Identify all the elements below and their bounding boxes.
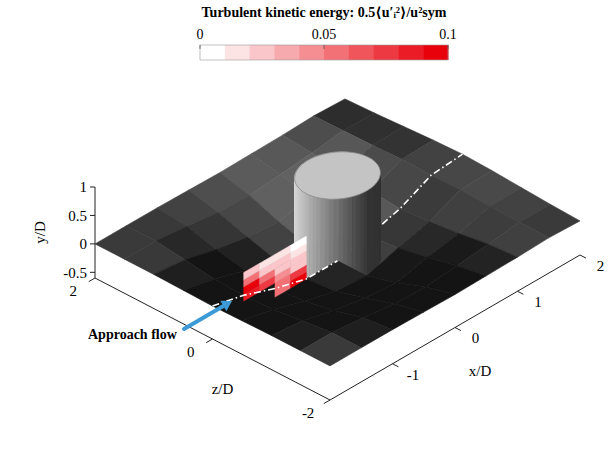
cylinder-side xyxy=(356,194,360,281)
cylinder-side xyxy=(309,195,313,282)
x-tick-label: 0 xyxy=(472,330,480,346)
y-tick xyxy=(90,215,95,216)
cylinder-side xyxy=(373,184,375,272)
y-axis-title: y/D xyxy=(32,221,48,244)
y-tick xyxy=(90,187,95,188)
y-axis-line xyxy=(95,187,96,278)
z-tick-label: 2 xyxy=(69,283,77,299)
z-tick xyxy=(206,339,212,343)
colorbar-cell xyxy=(374,45,399,60)
y-tick-label: -0.5 xyxy=(63,265,87,281)
tke-cell xyxy=(275,245,291,261)
colorbar-cell xyxy=(200,45,225,60)
tke-cell xyxy=(291,236,307,252)
x-axis-line xyxy=(330,255,580,400)
z-tick xyxy=(89,278,95,282)
y-tick xyxy=(90,243,95,244)
cylinder-side xyxy=(306,194,309,281)
colorbar-cell xyxy=(225,45,250,60)
annotation-arrow-head xyxy=(220,301,232,311)
annotation: Approach flow xyxy=(88,301,232,342)
z-tick xyxy=(324,400,330,404)
chart-root: Turbulent kinetic energy: 0.5⟨u′ᵢ²⟩/u²sy… xyxy=(0,0,611,460)
z-tick-label: 0 xyxy=(187,344,195,360)
z-axis-title: z/D xyxy=(212,381,234,397)
chart-title: Turbulent kinetic energy: 0.5⟨u′ᵢ²⟩/u²sy… xyxy=(202,5,447,20)
chart-svg: Turbulent kinetic energy: 0.5⟨u′ᵢ²⟩/u²sy… xyxy=(0,0,611,460)
x-tick xyxy=(455,328,461,331)
annotation-arrow-shaft xyxy=(184,306,223,329)
cylinder-side xyxy=(363,191,366,278)
colorbar: 0 0.05 0.1 xyxy=(197,27,457,60)
x-tick-label: -1 xyxy=(407,367,420,383)
tke-plane xyxy=(244,236,307,301)
y-tick-label: 0.5 xyxy=(68,208,87,224)
plot-area xyxy=(95,99,580,366)
bed-surface-cell xyxy=(301,333,362,366)
x-tick xyxy=(518,291,524,294)
annotation-text: Approach flow xyxy=(88,327,178,342)
colorbar-tick xyxy=(324,45,325,49)
colorbar-cell xyxy=(324,45,349,60)
colorbar-cell xyxy=(250,45,275,60)
bed-profile-front xyxy=(213,261,338,306)
x-axis-title: x/D xyxy=(469,363,492,379)
y-tick-label: 0 xyxy=(80,236,88,252)
colorbar-tick xyxy=(200,45,201,49)
colorbar-cell xyxy=(349,45,374,60)
tke-cell xyxy=(244,263,260,279)
y-tick xyxy=(90,272,95,273)
colorbar-cell xyxy=(398,45,423,60)
axes: -1 0 1 2 -2 0 2 -0.5 0 0.5 1 x/D z/D y/D xyxy=(32,179,604,421)
colorbar-frame xyxy=(200,45,448,60)
x-tick-label: 2 xyxy=(597,258,605,274)
colorbar-cell xyxy=(299,45,324,60)
x-tick xyxy=(393,364,399,367)
tke-cell xyxy=(259,254,275,270)
colorbar-tick-label: 0 xyxy=(197,27,204,42)
x-tick xyxy=(580,255,586,258)
y-tick-label: 1 xyxy=(80,179,88,195)
x-tick-label: 1 xyxy=(534,294,542,310)
cylinder-top xyxy=(295,152,381,199)
colorbar-cell xyxy=(423,45,448,60)
colorbar-tick xyxy=(448,45,449,49)
colorbar-tick-label: 0.1 xyxy=(439,27,457,42)
cylinder-side xyxy=(367,189,370,276)
colorbar-tick-label: 0.05 xyxy=(312,27,337,42)
z-tick-label: -2 xyxy=(302,405,315,421)
colorbar-cell xyxy=(274,45,299,60)
cylinder-side xyxy=(313,196,317,282)
cylinder-side xyxy=(370,187,373,274)
cylinder-side xyxy=(360,193,364,280)
